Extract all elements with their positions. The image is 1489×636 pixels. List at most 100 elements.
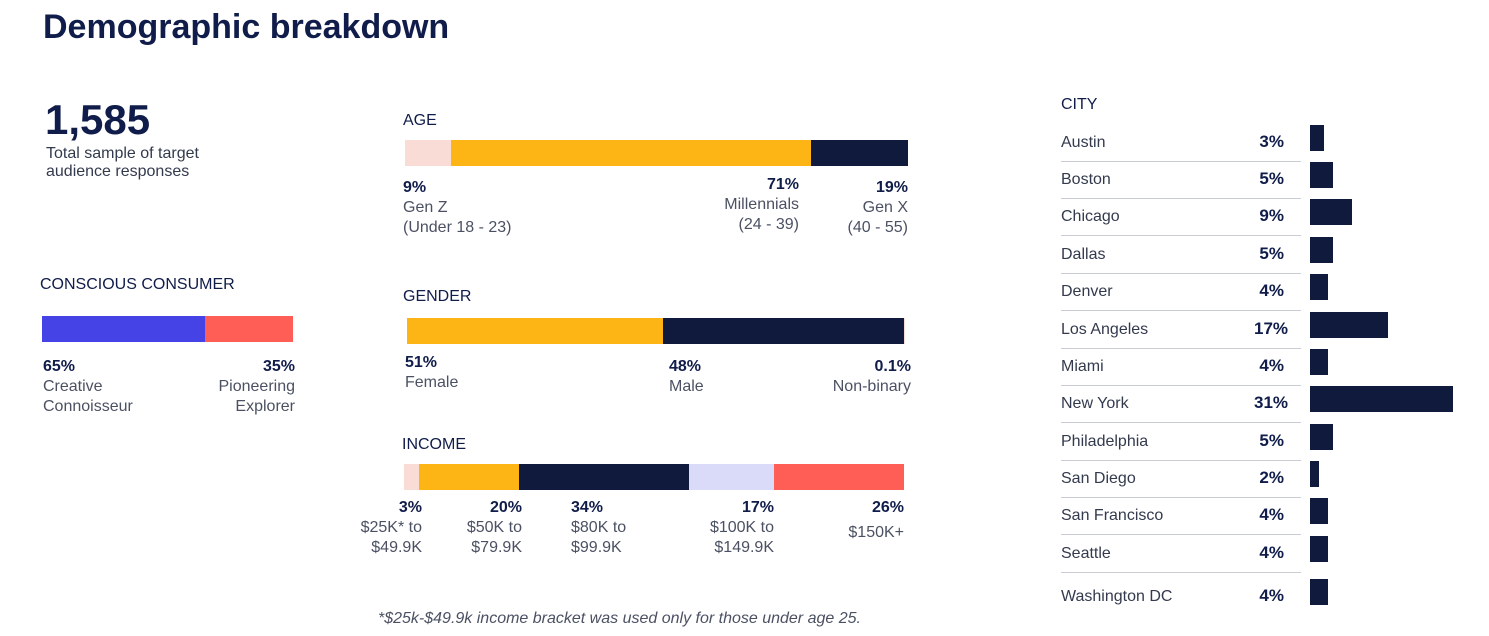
city-pct-boston: 5% — [1259, 169, 1284, 188]
label-male: 48% Male — [669, 357, 704, 397]
label-line2: $149.9K — [714, 539, 774, 556]
city-row-boston: Boston 5% — [1061, 161, 1301, 199]
pct-gen-x: 19% — [875, 179, 908, 196]
label-line1: $100K to — [709, 519, 774, 536]
city-bar-denver — [1310, 274, 1329, 300]
seg-female — [407, 318, 664, 344]
city-row-seattle: Seattle 4% — [1061, 535, 1301, 573]
city-name-new-york: New York — [1061, 395, 1129, 412]
city-pct-san-francisco: 4% — [1259, 505, 1284, 524]
city-pct-denver: 4% — [1259, 281, 1284, 300]
city-pct-dallas: 5% — [1259, 244, 1284, 263]
label-line1: Non-binary — [832, 378, 911, 395]
label-gen-x: 19% Gen X (40 - 55) — [818, 178, 908, 238]
label-income-100k: 17% $100K to $149.9K — [680, 498, 774, 558]
city-name-boston: Boston — [1061, 171, 1111, 188]
label-line2: Explorer — [235, 398, 295, 415]
city-pct-philadelphia: 5% — [1259, 431, 1284, 450]
label-line1: Male — [669, 378, 704, 395]
label-line1: Gen Z — [403, 199, 448, 216]
pct-income-25k: 3% — [398, 499, 422, 516]
pct-gen-z: 9% — [403, 179, 427, 196]
label-income-50k: 20% $50K to $79.9K — [440, 498, 522, 558]
city-row-miami: Miami 4% — [1061, 348, 1301, 386]
label-income-25k: 3% $25K* to $49.9K — [340, 498, 422, 558]
total-sample-value: 1,585 — [45, 96, 151, 143]
label-line1: $50K to — [466, 519, 522, 536]
label-line1: $80K to — [571, 519, 627, 536]
pct-male: 48% — [669, 358, 702, 375]
pct-non-binary: 0.1% — [874, 358, 911, 375]
label-line2: $49.9K — [371, 539, 422, 556]
city-pct-washington-dc: 4% — [1259, 586, 1284, 605]
label-line1: Gen X — [862, 199, 908, 216]
label-line2: Connoisseur — [43, 398, 133, 415]
label-line2: (Under 18 - 23) — [403, 219, 512, 236]
city-bar-chicago — [1310, 199, 1352, 225]
city-pct-new-york: 31% — [1254, 393, 1289, 412]
city-bar-boston — [1310, 162, 1334, 188]
label-female: 51% Female — [405, 353, 458, 393]
city-bar-philadelphia — [1310, 424, 1334, 450]
city-row-dallas: Dallas 5% — [1061, 236, 1301, 274]
city-bar-new-york — [1310, 386, 1453, 412]
city-name-los-angeles: Los Angeles — [1061, 321, 1149, 338]
seg-male — [663, 318, 905, 344]
label-millennials: 71% Millennials (24 - 39) — [690, 175, 799, 235]
city-name-austin: Austin — [1061, 134, 1106, 151]
label-pioneering-explorer: 35% Pioneering Explorer — [195, 357, 296, 417]
seg-income-50k — [419, 464, 519, 490]
gender-bar — [407, 318, 905, 344]
seg-creative-connoisseur — [42, 316, 206, 342]
seg-gen-z — [405, 140, 451, 166]
label-gen-z: 9% Gen Z (Under 18 - 23) — [403, 178, 512, 238]
pct-income-50k: 20% — [489, 499, 522, 516]
pct-income-150k: 26% — [871, 499, 904, 516]
city-pct-austin: 3% — [1259, 132, 1284, 151]
city-row-denver: Denver 4% — [1061, 273, 1301, 311]
label-line2: $99.9K — [571, 539, 622, 556]
city-bar-miami — [1310, 349, 1329, 375]
label-line1: Female — [405, 374, 459, 391]
city-name-seattle: Seattle — [1061, 545, 1111, 562]
city-bar-washington-dc — [1310, 579, 1329, 605]
total-sample-caption: Total sample of target audience response… — [46, 145, 199, 180]
city-name-san-diego: San Diego — [1061, 470, 1136, 487]
pct-income-80k: 34% — [571, 499, 604, 516]
gender-title: GENDER — [403, 288, 472, 305]
conscious-consumer-bar — [42, 316, 293, 342]
city-name-dallas: Dallas — [1061, 246, 1106, 263]
seg-income-150k — [774, 464, 904, 490]
seg-gen-x — [811, 140, 908, 166]
label-line2: (40 - 55) — [847, 219, 908, 236]
label-line1: $150K+ — [848, 524, 904, 541]
pct-pioneering-explorer: 35% — [262, 358, 295, 375]
city-row-chicago: Chicago 9% — [1061, 198, 1301, 236]
city-name-philadelphia: Philadelphia — [1061, 433, 1149, 450]
city-pct-seattle: 4% — [1259, 543, 1284, 562]
city-name-san-francisco: San Francisco — [1061, 507, 1164, 524]
seg-income-100k — [689, 464, 774, 490]
pct-female: 51% — [405, 354, 438, 371]
city-title: CITY — [1061, 96, 1098, 113]
city-row-new-york: New York 31% — [1061, 385, 1301, 423]
city-row-philadelphia: Philadelphia 5% — [1061, 423, 1301, 461]
city-name-chicago: Chicago — [1061, 208, 1120, 225]
income-bar — [404, 464, 904, 490]
label-non-binary: 0.1% Non-binary — [800, 357, 911, 397]
label-line1: Millennials — [724, 196, 799, 213]
city-name-miami: Miami — [1061, 358, 1104, 375]
page-title: Demographic breakdown — [43, 8, 450, 46]
label-line2: $79.9K — [471, 539, 522, 556]
pct-income-100k: 17% — [741, 499, 774, 516]
age-bar — [405, 140, 908, 166]
label-line1: Pioneering — [218, 378, 296, 395]
footnote: *$25k-$49.9k income bracket was used onl… — [378, 610, 861, 627]
seg-non-binary — [904, 318, 905, 344]
city-row-los-angeles: Los Angeles 17% — [1061, 311, 1301, 349]
seg-millennials — [450, 140, 812, 166]
city-pct-los-angeles: 17% — [1254, 319, 1289, 338]
city-name-denver: Denver — [1061, 283, 1113, 300]
city-row-san-francisco: San Francisco 4% — [1061, 497, 1301, 535]
city-bar-austin — [1310, 125, 1324, 151]
